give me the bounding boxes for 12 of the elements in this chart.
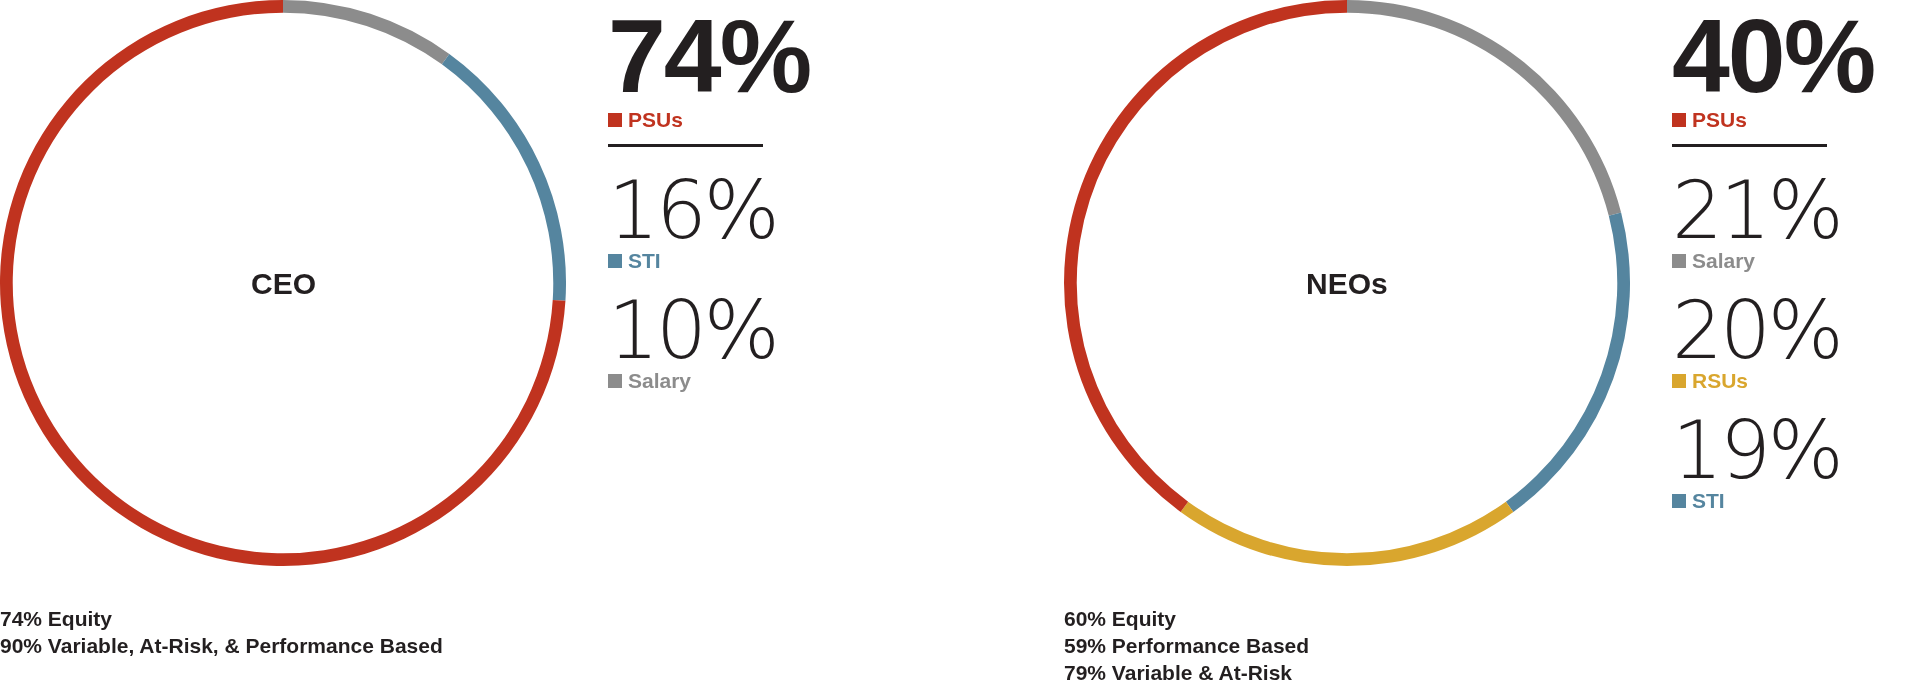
text: 59% Performance Based: [1064, 633, 1310, 659]
text: 90% Variable, At-Risk, & Performance Based: [0, 633, 443, 659]
donut-slice: [1347, 0, 1622, 216]
text: 60% Equity: [1064, 606, 1178, 632]
donut-slice: [1180, 501, 1514, 566]
text: 79% Variable & At-Risk: [1064, 660, 1293, 686]
text: NEOs: [1306, 267, 1388, 300]
donut-slice: [1505, 212, 1630, 512]
text: 74% Equity: [0, 606, 114, 632]
legend-label: Salary: [1692, 249, 1756, 273]
text: CEO: [251, 267, 317, 300]
legend-label: Salary: [628, 369, 692, 393]
